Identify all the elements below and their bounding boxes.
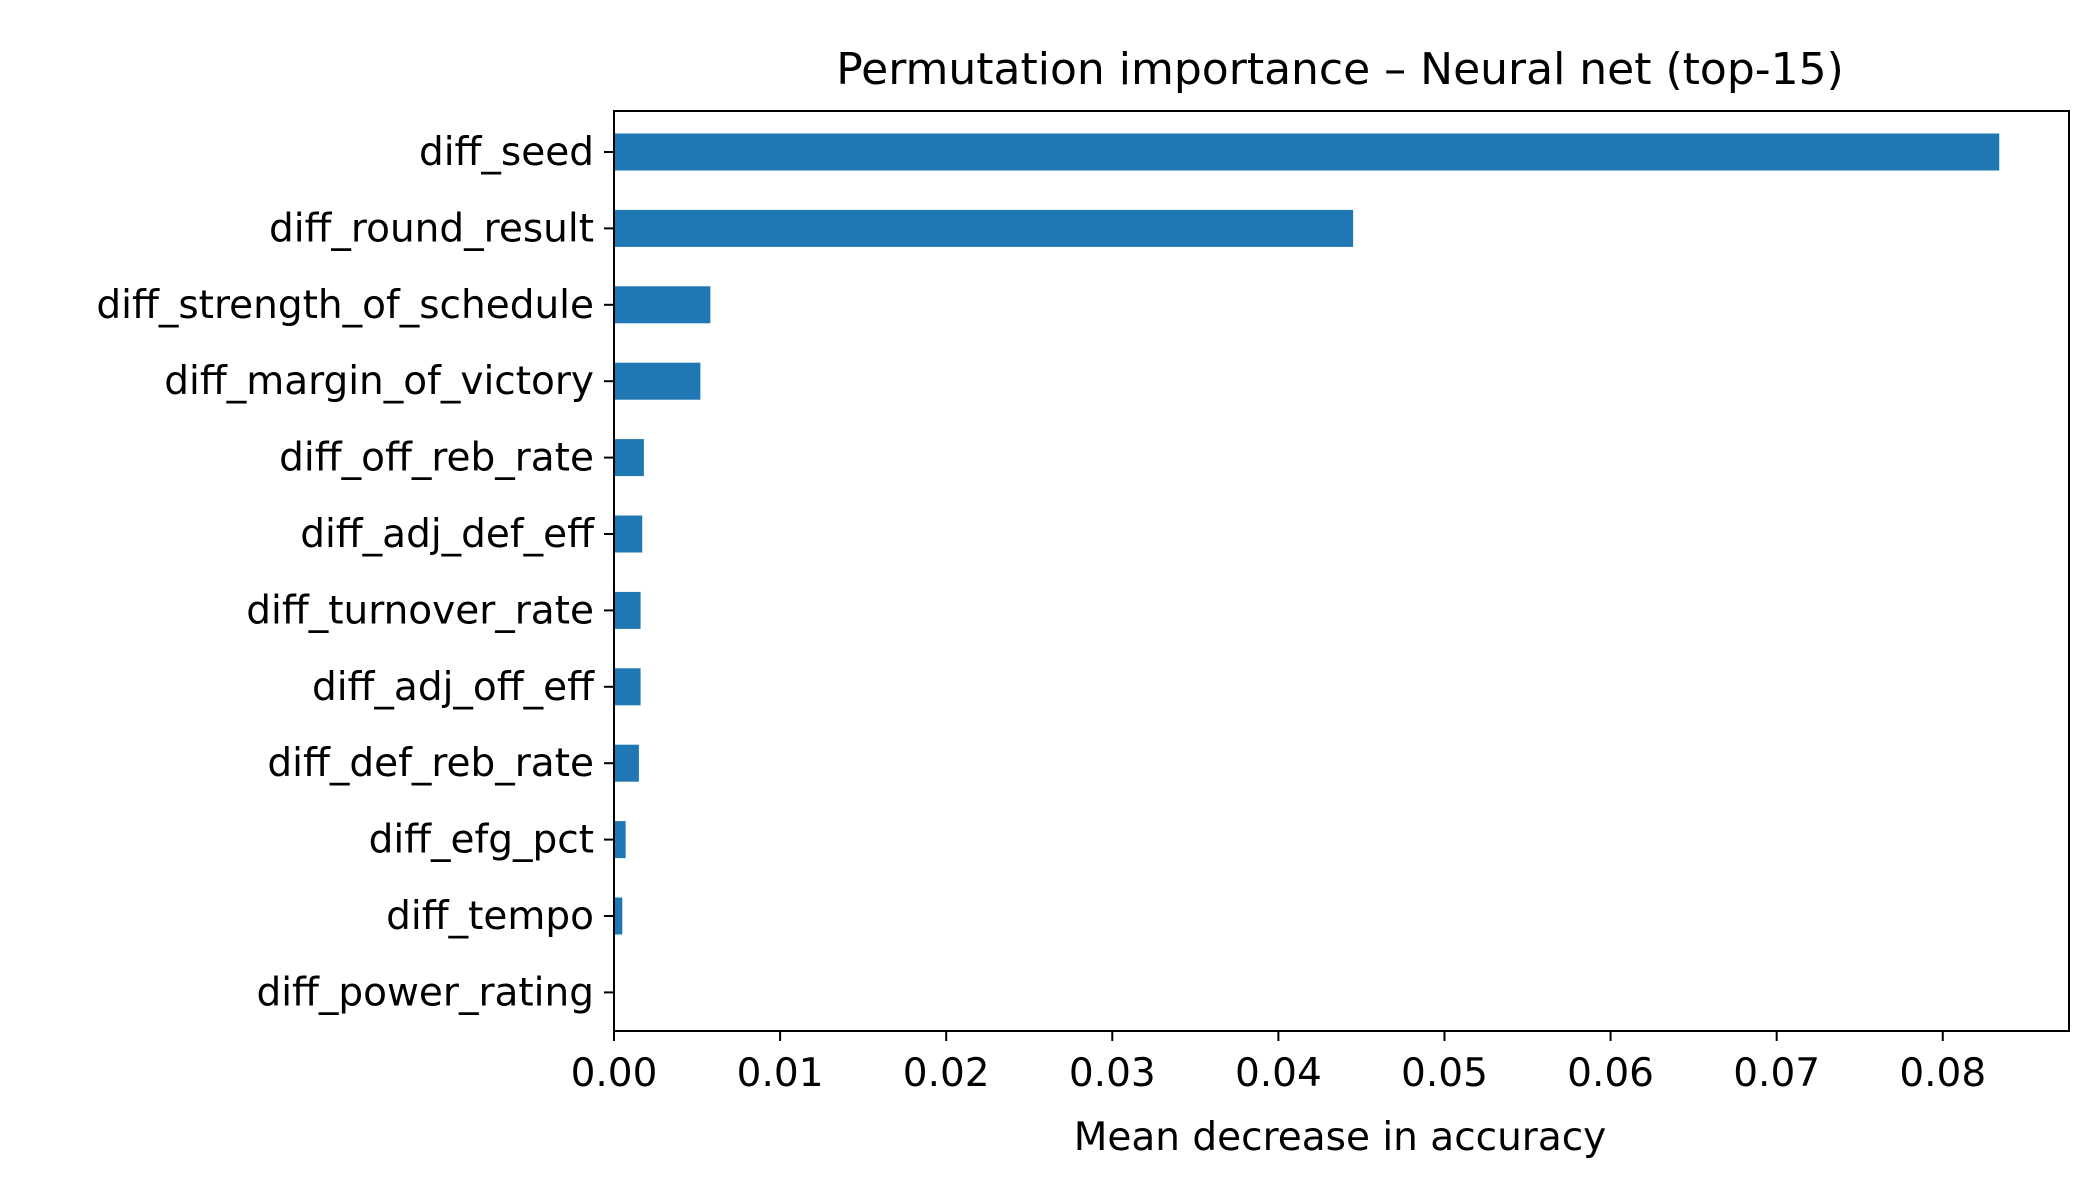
y-tick-label: diff_seed xyxy=(419,130,594,175)
x-tick-label: 0.05 xyxy=(1401,1051,1488,1096)
bar-diff_off_reb_rate xyxy=(614,439,644,477)
x-tick-label: 0.06 xyxy=(1567,1051,1654,1096)
bar-diff_strength_of_schedule xyxy=(614,286,711,324)
x-axis-ticks: 0.00 0.01 0.02 0.03 0.04 0.05 0.06 0.07 0.08 xyxy=(571,151,1986,1096)
y-tick-label: diff_round_result xyxy=(269,206,594,251)
bar-diff_margin_of_victory xyxy=(614,362,701,400)
y-tick-label: diff_off_reb_rate xyxy=(279,436,594,481)
x-tick-label: 0.08 xyxy=(1899,1051,1986,1096)
x-tick-label: 0.00 xyxy=(571,1051,658,1096)
plot-area-frame xyxy=(613,110,2070,1032)
y-tick-label: diff_def_reb_rate xyxy=(267,741,594,786)
x-axis-label: Mean decrease in accuracy xyxy=(1074,1115,1607,1160)
y-tick-label: diff_efg_pct xyxy=(369,818,594,863)
bar-diff_adj_off_eff xyxy=(614,668,641,706)
x-tick-label: 0.02 xyxy=(903,1051,990,1096)
y-tick-label: diff_adj_def_eff xyxy=(300,512,595,557)
bar-diff_adj_def_eff xyxy=(614,515,643,553)
x-tick-label: 0.04 xyxy=(1235,1051,1322,1096)
bar-diff_tempo xyxy=(614,897,623,935)
y-tick-label: diff_turnover_rate xyxy=(246,588,594,633)
y-tick-label: diff_tempo xyxy=(386,894,594,939)
y-tick-label: diff_adj_off_eff xyxy=(312,665,595,710)
chart-title: Permutation importance – Neural net (top… xyxy=(836,44,1844,95)
x-tick-label: 0.07 xyxy=(1733,1051,1820,1096)
category-labels: diff_seed diff_round_result diff_strength_… xyxy=(96,130,595,1015)
y-tick-label: diff_margin_of_victory xyxy=(164,359,594,404)
bar-diff_round_result xyxy=(614,209,1354,247)
x-tick-label: 0.01 xyxy=(737,1051,824,1096)
bar-diff_turnover_rate xyxy=(614,591,641,629)
y-tick-label: diff_power_rating xyxy=(256,970,594,1015)
bar-diff_seed xyxy=(614,133,2000,171)
y-tick-label: diff_strength_of_schedule xyxy=(96,283,594,328)
x-tick-label: 0.03 xyxy=(1069,1051,1156,1096)
bar-diff_efg_pct xyxy=(614,821,626,859)
bar-diff_def_reb_rate xyxy=(614,744,639,782)
bars-layer xyxy=(614,133,2000,935)
